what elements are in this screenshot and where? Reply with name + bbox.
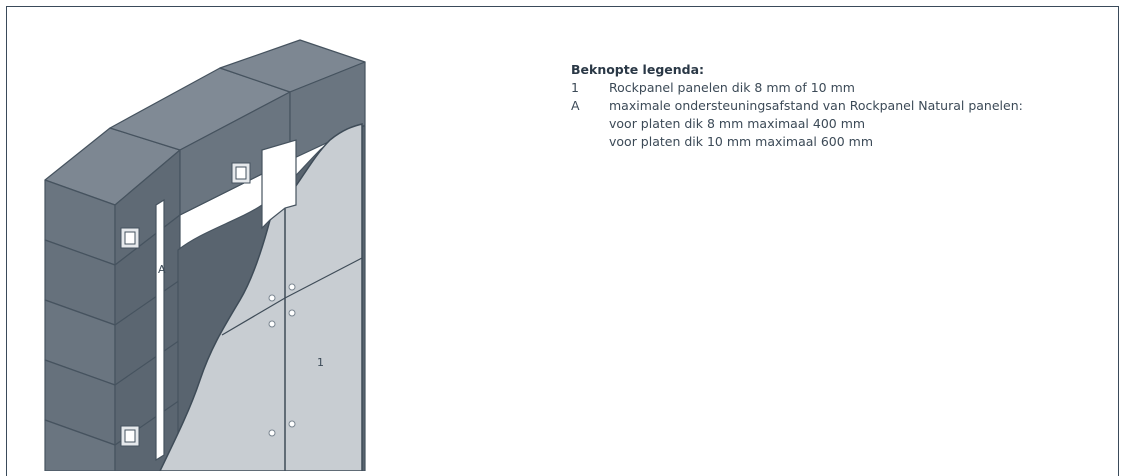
brick-front-face <box>44 419 116 471</box>
legend-subline: voor platen dik 10 mm maximaal 600 mm <box>609 134 874 149</box>
figure-frame <box>6 6 1119 476</box>
panel-joint <box>221 297 286 336</box>
legend-text: Rockpanel panelen dik 8 mm of 10 mm <box>609 80 855 95</box>
panel-joint <box>284 257 363 299</box>
legend-title: Beknopte legenda: <box>571 62 705 77</box>
wall-brackets <box>120 162 251 447</box>
legend-key: A <box>571 98 580 113</box>
support-profile <box>261 139 297 230</box>
legend-key: 1 <box>571 80 579 95</box>
brick-front-face <box>289 61 366 161</box>
legend-item: A maximale ondersteuningsafstand van Roc… <box>571 97 1023 115</box>
legend-item: 1 Rockpanel panelen dik 8 mm of 10 mm <box>571 79 1023 97</box>
legend-subline: voor platen dik 8 mm maximaal 400 mm <box>609 116 866 131</box>
legend-text: maximale ondersteuningsafstand van Rockp… <box>609 98 1023 113</box>
legend: Beknopte legenda: 1 Rockpanel panelen di… <box>571 61 1023 151</box>
label-a: A <box>158 263 166 276</box>
brick-wall <box>44 39 366 471</box>
support-profile <box>155 198 165 462</box>
cladding-panel <box>159 123 363 471</box>
panel-fixings <box>268 283 296 437</box>
label-1: 1 <box>317 356 324 369</box>
